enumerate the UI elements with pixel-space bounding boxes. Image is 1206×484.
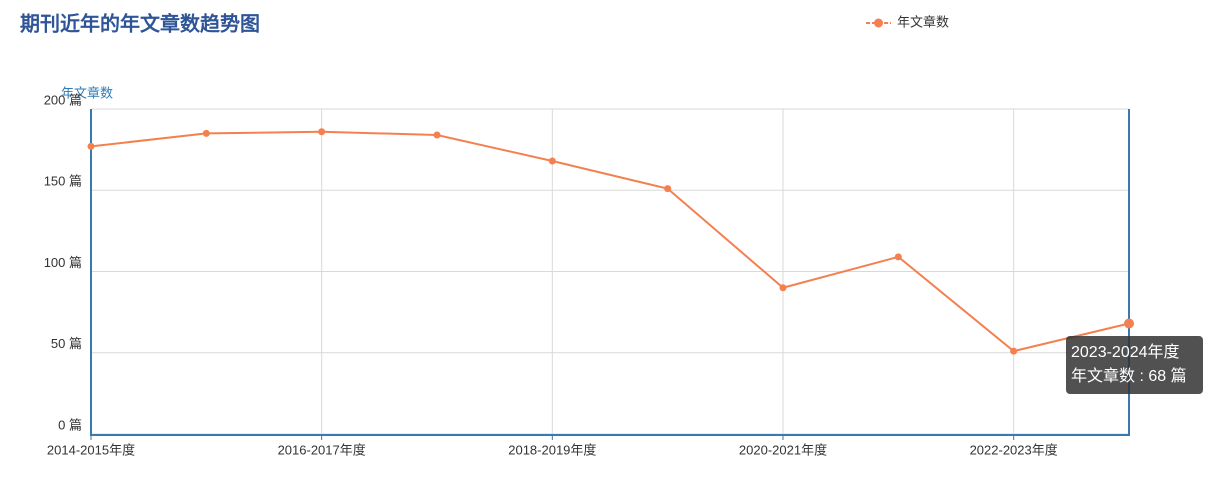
data-point	[779, 284, 787, 292]
series-line	[90, 130, 1130, 353]
y-tick-label: 0 篇	[58, 417, 82, 432]
x-tick-label: 2014-2015年度	[47, 442, 135, 457]
tooltip-title: 2023-2024年度	[1071, 343, 1180, 361]
x-tick-label: 2018-2019年度	[508, 442, 596, 457]
x-tick-label: 2016-2017年度	[278, 442, 366, 457]
legend-label: 年文章数	[897, 14, 949, 29]
data-point	[1010, 347, 1018, 355]
data-point	[202, 129, 210, 137]
data-point	[433, 131, 441, 139]
y-axis-name: 年文章数	[61, 85, 113, 100]
y-tick-label: 150 篇	[44, 174, 82, 189]
y-tick-label: 100 篇	[44, 255, 82, 270]
x-tick-label: 2022-2023年度	[970, 442, 1058, 457]
data-point	[87, 142, 95, 150]
y-tick-label: 50 篇	[51, 336, 82, 351]
data-point	[894, 253, 902, 261]
tooltip-box	[1066, 336, 1203, 394]
x-tick-label: 2020-2021年度	[739, 442, 827, 457]
legend-marker	[874, 18, 883, 28]
tooltip-text: 年文章数 : 68 篇	[1071, 367, 1187, 385]
data-point	[664, 185, 672, 193]
data-point	[318, 128, 326, 136]
data-point	[548, 157, 556, 165]
y-tick-label: 200 篇	[44, 92, 82, 107]
data-point	[1124, 318, 1134, 329]
chart-title: 期刊近年的年文章数趋势图	[20, 11, 260, 35]
